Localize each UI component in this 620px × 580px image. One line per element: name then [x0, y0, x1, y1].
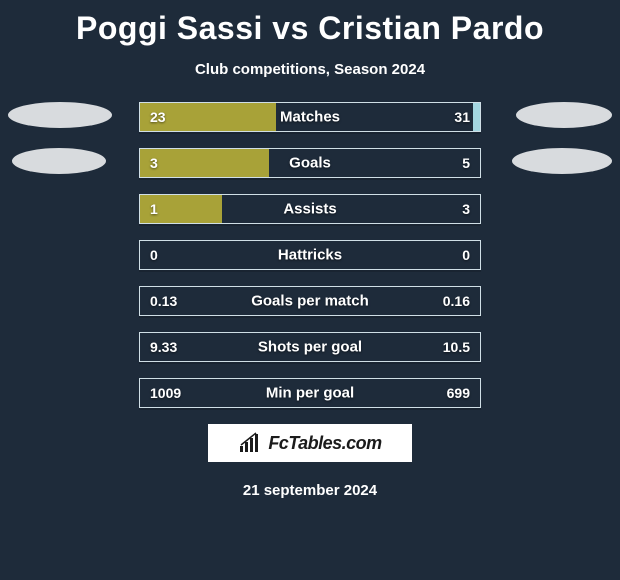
- stat-value-right: 699: [447, 385, 470, 401]
- stat-row: 1 3 Assists: [139, 194, 481, 224]
- stat-value-left: 1: [150, 201, 158, 217]
- stat-value-right: 10.5: [443, 339, 470, 355]
- page-title: Poggi Sassi vs Cristian Pardo: [0, 0, 620, 47]
- stat-fill-right: [473, 103, 480, 131]
- subtitle: Club competitions, Season 2024: [0, 61, 620, 78]
- stat-label: Min per goal: [266, 385, 354, 402]
- stat-row: 3 5 Goals: [139, 148, 481, 178]
- stat-value-left: 9.33: [150, 339, 177, 355]
- stat-label: Matches: [280, 109, 340, 126]
- stat-row: 23 31 Matches: [139, 102, 481, 132]
- brand-badge[interactable]: FcTables.com: [208, 424, 412, 462]
- stat-value-right: 0: [462, 247, 470, 263]
- stat-row: 9.33 10.5 Shots per goal: [139, 332, 481, 362]
- stat-rows: 23 31 Matches 3 5 Goals 1 3 Assists 0 0 Hattricks 0.…: [139, 102, 481, 408]
- stat-value-left: 0: [150, 247, 158, 263]
- stat-fill-left: [140, 149, 269, 177]
- stat-label: Hattricks: [278, 247, 342, 264]
- date-label: 21 september 2024: [0, 482, 620, 499]
- stat-value-left: 0.13: [150, 293, 177, 309]
- stat-label: Goals per match: [251, 293, 369, 310]
- stat-row: 1009 699 Min per goal: [139, 378, 481, 408]
- stat-value-right: 3: [462, 201, 470, 217]
- player-placeholder-left-2: [12, 148, 106, 174]
- stat-label: Goals: [289, 155, 331, 172]
- brand-logo-icon: [238, 432, 262, 454]
- stat-value-left: 3: [150, 155, 158, 171]
- stat-value-left: 23: [150, 109, 166, 125]
- stat-value-right: 5: [462, 155, 470, 171]
- stat-value-right: 0.16: [443, 293, 470, 309]
- comparison-chart: 23 31 Matches 3 5 Goals 1 3 Assists 0 0 Hattricks 0.…: [0, 102, 620, 408]
- player-placeholder-left-1: [8, 102, 112, 128]
- brand-text: FcTables.com: [268, 433, 381, 454]
- player-placeholder-right-1: [516, 102, 612, 128]
- stat-row: 0.13 0.16 Goals per match: [139, 286, 481, 316]
- stat-label: Shots per goal: [258, 339, 362, 356]
- player-placeholder-right-2: [512, 148, 612, 174]
- stat-row: 0 0 Hattricks: [139, 240, 481, 270]
- stat-label: Assists: [283, 201, 336, 218]
- stat-value-right: 31: [454, 109, 470, 125]
- stat-value-left: 1009: [150, 385, 181, 401]
